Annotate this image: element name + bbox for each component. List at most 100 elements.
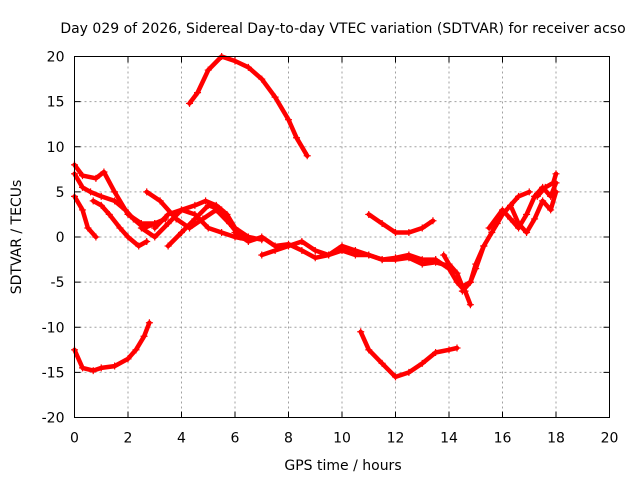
data-point <box>523 228 531 236</box>
series-line <box>535 171 559 199</box>
x-tick-label: 12 <box>387 431 405 447</box>
data-point <box>552 188 560 196</box>
data-point <box>507 215 515 223</box>
data-point <box>111 197 119 205</box>
data-point <box>480 242 488 250</box>
data-point <box>466 278 474 286</box>
data-point <box>105 210 113 218</box>
series-line <box>187 54 310 159</box>
series-arc-5 <box>137 206 252 244</box>
series-arc-9 <box>186 53 311 160</box>
y-tick-label: 10 <box>47 140 65 156</box>
data-point <box>79 206 87 214</box>
x-tick-label: 18 <box>547 431 565 447</box>
data-point <box>392 254 399 262</box>
data-point <box>87 188 95 196</box>
data-point <box>89 197 97 205</box>
data-point <box>365 346 373 354</box>
data-point <box>541 183 549 191</box>
data-point <box>432 349 440 357</box>
data-point <box>392 373 399 381</box>
series-arc-19 <box>507 188 560 236</box>
x-tick-label: 10 <box>333 431 351 447</box>
y-tick-label: -20 <box>42 411 65 427</box>
data-point <box>365 210 373 218</box>
data-point <box>311 247 319 255</box>
data-point <box>418 256 426 264</box>
x-tick-label: 0 <box>70 431 79 447</box>
data-point <box>129 215 137 223</box>
data-point <box>418 359 426 367</box>
data-point <box>231 228 239 236</box>
data-point <box>365 251 373 259</box>
series-arc-7 <box>164 201 239 250</box>
data-point <box>515 219 523 227</box>
series-arc-14 <box>71 319 153 375</box>
data-point <box>549 179 557 187</box>
data-point <box>466 301 474 309</box>
data-point <box>194 89 202 97</box>
x-tick-label: 8 <box>284 431 293 447</box>
data-point <box>79 172 87 180</box>
data-point <box>156 197 164 205</box>
data-point <box>311 254 319 262</box>
data-point <box>432 256 440 264</box>
data-point <box>405 251 413 259</box>
series-arc-17 <box>458 188 533 295</box>
data-point <box>178 206 185 214</box>
data-point <box>258 75 266 83</box>
data-point <box>121 206 129 214</box>
data-point <box>325 251 333 259</box>
data-point <box>143 238 151 246</box>
data-point <box>515 192 523 200</box>
data-point <box>231 57 239 65</box>
data-point <box>164 242 172 250</box>
data-point <box>405 368 413 376</box>
data-point <box>338 242 346 250</box>
data-point <box>378 219 386 227</box>
data-point <box>143 188 151 196</box>
data-point <box>405 228 413 236</box>
data-point <box>84 224 92 232</box>
data-point <box>258 251 266 259</box>
x-tick-label: 14 <box>440 431 458 447</box>
data-point <box>79 183 87 191</box>
data-point <box>92 174 100 182</box>
data-point <box>124 233 132 241</box>
x-tick-label: 4 <box>177 431 186 447</box>
data-point <box>293 134 301 142</box>
data-point <box>223 210 231 218</box>
y-tick-label: 5 <box>56 185 65 201</box>
data-point <box>303 152 311 160</box>
data-point <box>124 355 132 363</box>
data-point <box>186 99 194 107</box>
data-point <box>429 217 437 225</box>
data-point <box>145 319 153 327</box>
data-point <box>111 362 119 370</box>
data-point <box>202 197 210 205</box>
data-point <box>472 265 480 273</box>
x-tick-label: 6 <box>231 431 240 447</box>
data-point <box>212 201 220 209</box>
series-line <box>72 194 99 240</box>
data-point <box>298 238 306 246</box>
data-point <box>271 93 279 101</box>
y-axis-label: SDTVAR / TECUs <box>9 180 25 295</box>
x-tick-label: 2 <box>124 431 133 447</box>
data-point <box>285 116 292 124</box>
y-tick-label: 15 <box>47 95 65 111</box>
data-point <box>531 215 539 223</box>
data-point <box>445 260 453 268</box>
series-line <box>460 189 532 294</box>
data-point <box>523 210 531 218</box>
data-point <box>164 219 172 227</box>
data-point <box>378 359 386 367</box>
data-point <box>97 364 105 372</box>
data-point <box>172 215 180 223</box>
data-point <box>507 201 515 209</box>
data-point <box>151 233 159 241</box>
series-line <box>72 320 152 373</box>
data-point <box>135 242 143 250</box>
data-point <box>204 224 212 232</box>
